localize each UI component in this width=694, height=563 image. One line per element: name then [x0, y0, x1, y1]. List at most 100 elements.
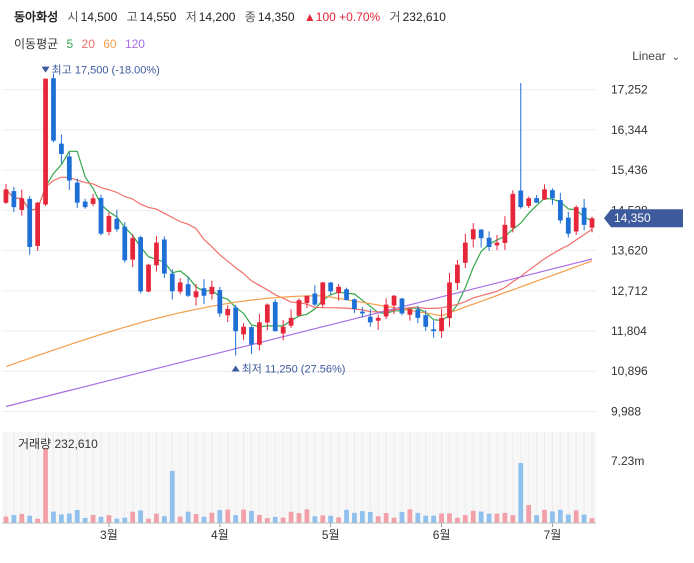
- ma20-legend[interactable]: 20: [81, 37, 95, 51]
- volume-bar: [114, 518, 120, 523]
- current-price-label: 14,350: [614, 211, 651, 225]
- volume-bar: [352, 512, 357, 523]
- ma5-line: [5, 150, 593, 328]
- candle-body: [249, 327, 254, 345]
- candle-body: [177, 282, 183, 292]
- candle-body: [19, 198, 25, 210]
- scale-selector[interactable]: Linear ⌄: [632, 49, 680, 63]
- volume-bar: [74, 509, 80, 523]
- y-tick-label: 12,712: [611, 284, 648, 298]
- candle-body: [534, 198, 539, 203]
- candle-body: [11, 191, 17, 208]
- volume-bar: [502, 512, 508, 523]
- ma5-legend[interactable]: 5: [66, 37, 74, 51]
- close-value: 14,350: [257, 10, 295, 24]
- volume-bar: [177, 516, 183, 523]
- volume-bar: [43, 448, 48, 523]
- volume-bar: [154, 513, 159, 523]
- candle-body: [423, 315, 429, 327]
- candle-body: [447, 282, 452, 319]
- candle-body: [502, 224, 508, 243]
- candle-body: [518, 190, 524, 208]
- volume-bar: [201, 516, 207, 523]
- change-value: ▲100: [303, 10, 336, 24]
- candle-body: [98, 197, 104, 234]
- volume-bar: [138, 510, 143, 523]
- candle-body: [589, 218, 595, 228]
- ma60-legend[interactable]: 60: [103, 37, 117, 51]
- ma120-legend[interactable]: 120: [124, 37, 145, 51]
- volume-bar: [264, 518, 270, 523]
- x-tick-label: 4월: [211, 528, 229, 542]
- volume-bar: [510, 515, 516, 523]
- volume-bar: [288, 511, 294, 523]
- volume-bar: [542, 509, 547, 523]
- candle-body: [320, 282, 326, 305]
- high-annotation: 최고 17,500 (-18.00%): [52, 64, 160, 77]
- candle-body: [138, 237, 143, 292]
- volume-bar: [130, 511, 136, 523]
- volume-bar: [336, 517, 341, 523]
- volume-bar: [439, 513, 444, 523]
- volume-bar: [423, 515, 429, 523]
- volume-bar: [589, 518, 595, 523]
- volume-bar: [90, 514, 96, 523]
- candle-body: [90, 198, 96, 204]
- candle-body: [3, 189, 9, 203]
- volume-bar: [59, 514, 64, 523]
- volume-value: 232,610: [402, 10, 446, 24]
- x-tick-label: 6월: [433, 528, 451, 542]
- volume-bar: [233, 515, 239, 523]
- ma-legend: 이동평균 5 20 60 120: [14, 35, 150, 52]
- volume-bar: [359, 511, 365, 523]
- volume-bar: [66, 513, 72, 523]
- quote-header: 동아화성 시 14,500 고 14,550 저 14,200 종 14,350 ▲10…: [14, 8, 452, 25]
- candle-body: [146, 264, 151, 292]
- volume-bar: [146, 518, 151, 523]
- candle-body: [312, 293, 318, 305]
- candle-body: [272, 301, 278, 332]
- x-tick-label: 5월: [322, 528, 340, 542]
- scale-value: Linear: [632, 49, 666, 63]
- volume-bar: [106, 515, 112, 523]
- candle-body: [550, 190, 555, 199]
- volume-bar: [407, 509, 413, 523]
- volume-bar: [304, 509, 310, 523]
- volume-bar: [486, 513, 492, 523]
- candle-body: [288, 317, 294, 326]
- candle-body: [359, 311, 365, 314]
- ma-legend-label: 이동평균: [14, 37, 59, 51]
- volume-bar: [447, 513, 452, 523]
- volume-bar: [257, 514, 262, 523]
- volume-bar: [391, 517, 397, 523]
- high-marker-icon: [41, 66, 50, 73]
- y-tick-label: 11,804: [611, 324, 647, 338]
- volume-bar: [534, 515, 539, 523]
- volume-bar: [280, 517, 286, 523]
- volume-label: 거: [389, 10, 401, 24]
- candle-body: [565, 217, 571, 234]
- candle-body: [407, 309, 413, 315]
- volume-bar: [375, 516, 381, 523]
- candle-body: [51, 78, 56, 141]
- low-annotation: 최저 11,250 (27.56%): [242, 363, 346, 376]
- volume-bar: [312, 516, 318, 523]
- candle-body: [130, 238, 136, 260]
- volume-bar: [272, 516, 278, 523]
- volume-bar: [550, 511, 555, 523]
- volume-bar: [11, 514, 17, 523]
- y-tick-label: 17,252: [611, 83, 648, 97]
- candle-body: [225, 309, 231, 316]
- candle-body: [264, 304, 270, 323]
- volume-bar: [225, 509, 231, 523]
- volume-bar: [573, 510, 579, 523]
- candle-body: [375, 317, 381, 321]
- y-tick-label: 9,988: [611, 404, 641, 418]
- candle-body: [486, 237, 492, 247]
- candle-body: [27, 198, 33, 247]
- candle-body: [415, 309, 421, 318]
- current-price-tag: [604, 209, 683, 228]
- volume-title-value: 232,610: [54, 437, 98, 451]
- candle-body: [581, 207, 587, 225]
